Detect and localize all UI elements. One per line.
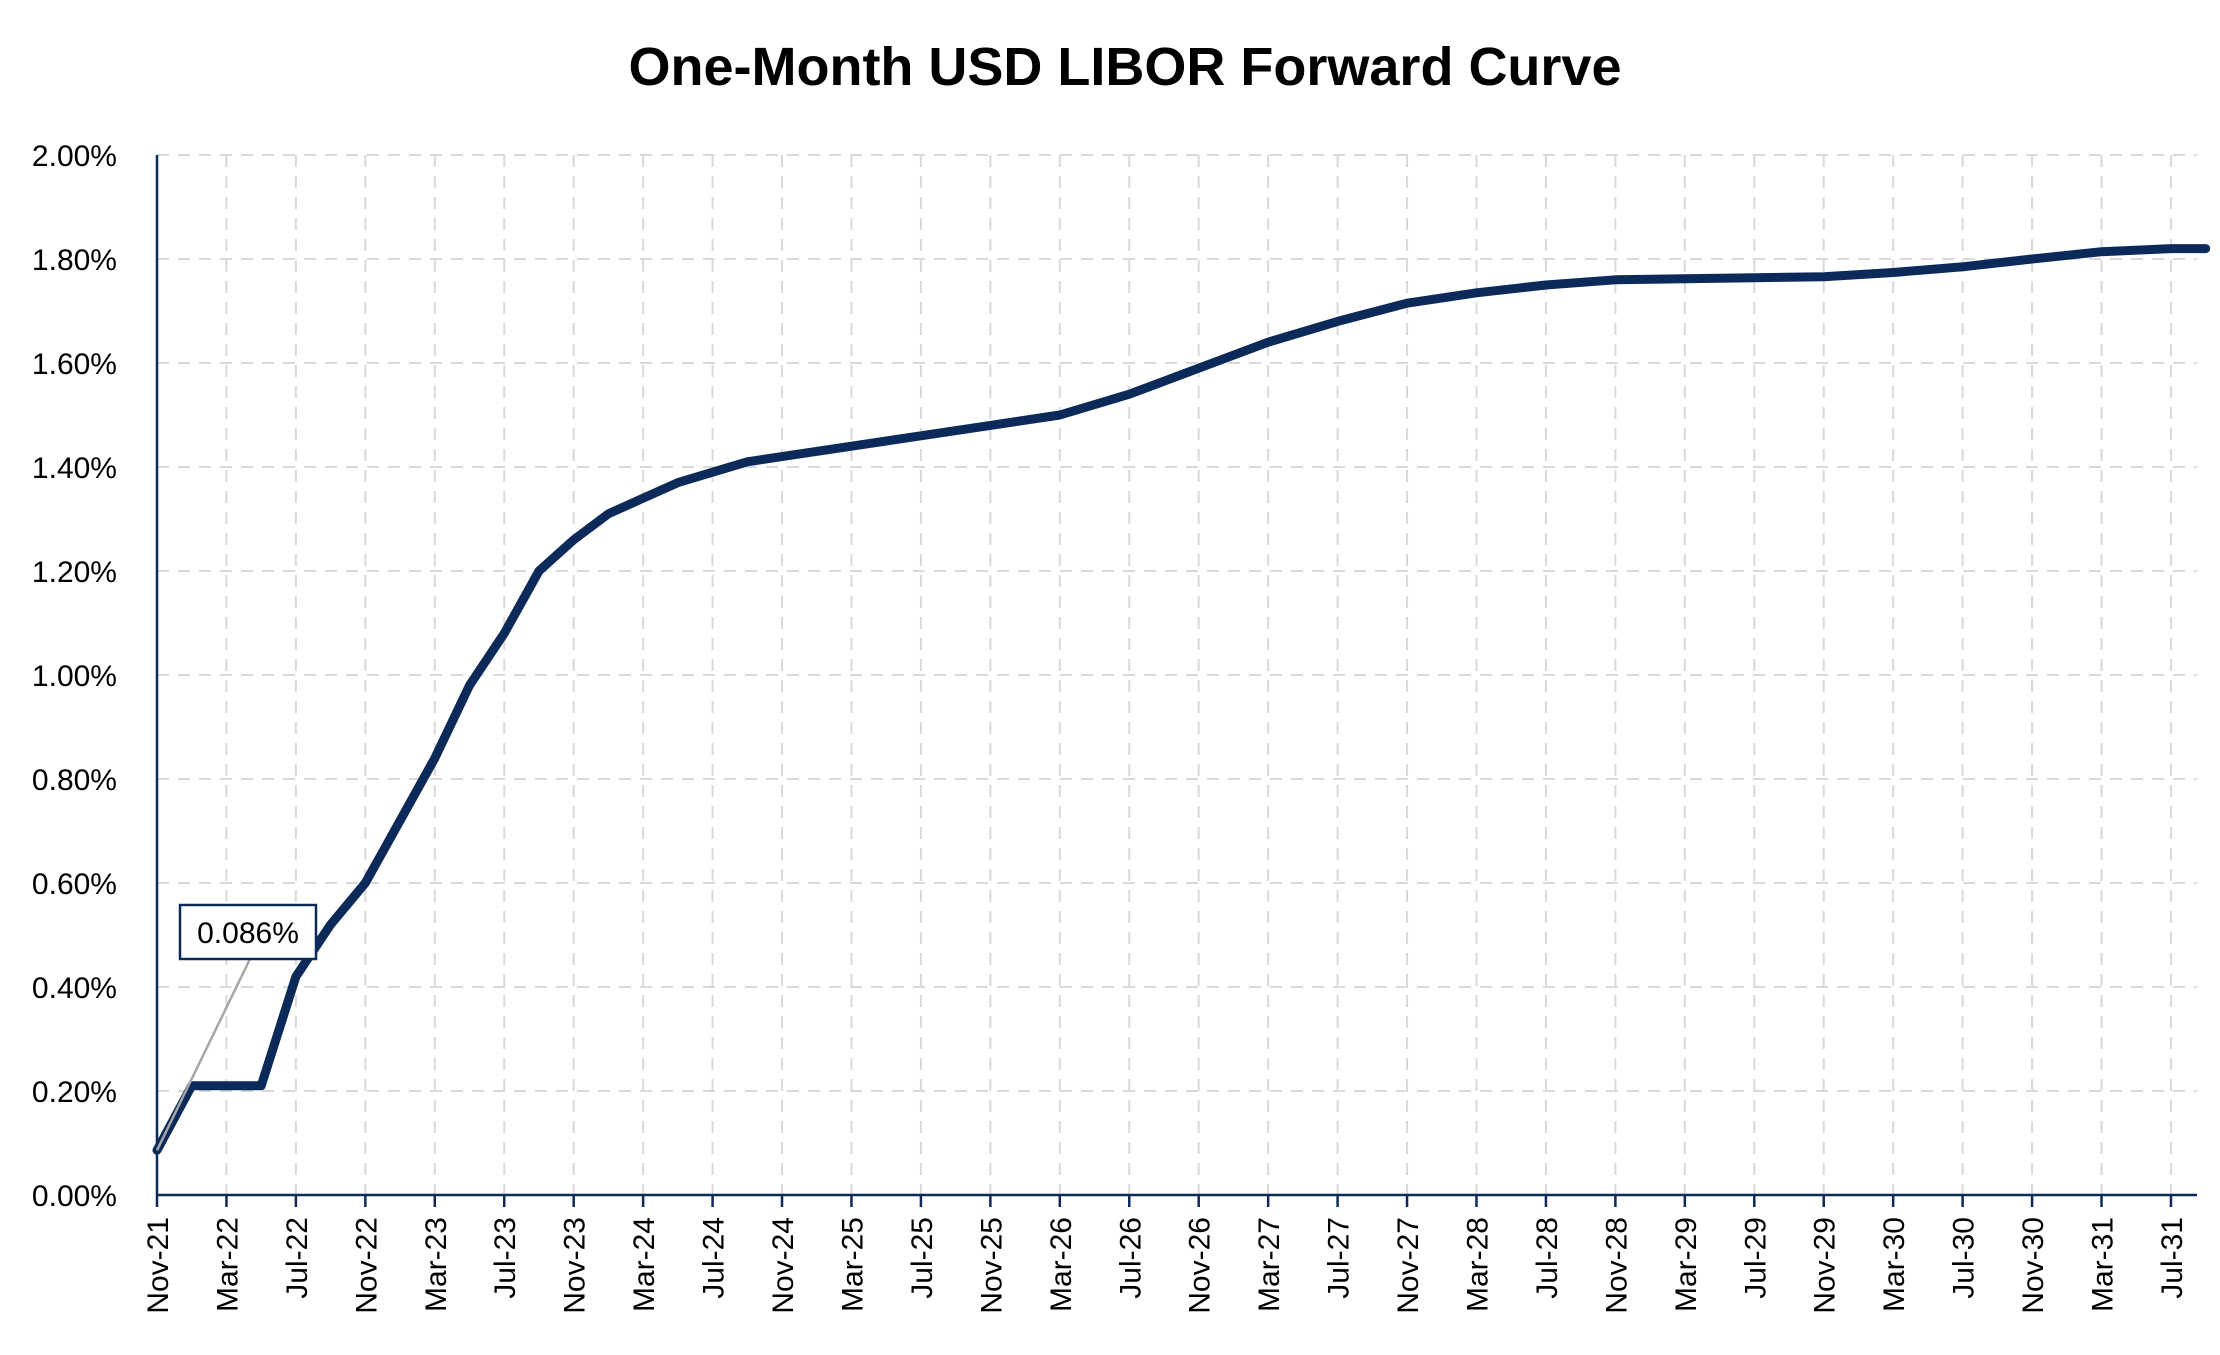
x-tick-label: Mar-25 [836,1217,869,1312]
x-tick-label: Jul-25 [906,1217,939,1299]
x-tick-label: Nov-29 [1809,1217,1842,1314]
annotation-layer: 0.086% [155,903,318,1151]
x-tick-label: Jul-31 [2156,1217,2189,1299]
x-tick-label: Nov-25 [975,1217,1008,1314]
y-tick-label: 0.40% [32,972,117,1005]
grid-lines [157,154,2197,1195]
y-tick-label: 1.40% [32,452,117,485]
x-tick-label: Jul-22 [281,1217,314,1299]
x-tick-label: Nov-21 [142,1217,175,1314]
y-tick-label: 1.20% [32,556,117,589]
x-tick-label: Jul-30 [1948,1217,1981,1299]
x-tick-label: Nov-23 [559,1217,592,1314]
data-label-box [178,903,318,961]
x-axis-tick-labels: Nov-21 Mar-22 Jul-22 Nov-22 Mar-23 Jul-23 Nov-… [142,1217,2189,1314]
y-tick-label: 1.80% [32,244,117,277]
x-tick-label: Mar-24 [628,1217,661,1312]
x-tick-label: Nov-26 [1184,1217,1217,1314]
x-tick-label: Nov-24 [767,1217,800,1314]
x-tick-label: Jul-23 [489,1217,522,1299]
x-tick-label: Mar-29 [1670,1217,1703,1312]
x-tick-label: Mar-28 [1461,1217,1494,1312]
series-layer [152,244,2211,1155]
x-tick-label: Nov-30 [2017,1217,2050,1314]
x-tick-label: Jul-26 [1114,1217,1147,1299]
x-tick-label: Jul-24 [698,1217,731,1299]
x-tick-label: Nov-28 [1600,1217,1633,1314]
data-label: 0.086% [197,917,299,950]
x-tick-label: Mar-30 [1878,1217,1911,1312]
series-line [152,244,2211,1155]
x-tick-label: Mar-23 [420,1217,453,1312]
x-tick-label: Mar-22 [211,1217,244,1312]
x-tick-label: Mar-31 [2087,1217,2120,1312]
data-label-leader-line [155,958,252,1151]
x-tick-label: Jul-29 [1739,1217,1772,1299]
y-tick-label: 2.00% [32,140,117,173]
y-tick-label: 0.00% [32,1180,117,1213]
y-tick-label: 1.00% [32,660,117,693]
x-tick-label: Jul-27 [1323,1217,1356,1299]
y-tick-label: 0.80% [32,764,117,797]
axes [155,155,2197,1207]
y-tick-label: 1.60% [32,348,117,381]
x-tick-label: Nov-27 [1392,1217,1425,1314]
chart-title: One-Month USD LIBOR Forward Curve [628,37,1621,97]
x-tick-label: Mar-26 [1045,1217,1078,1312]
y-axis-tick-labels: 0.00% 0.20% 0.40% 0.60% 0.80% 1.00% 1.20% 1.40%… [32,140,117,1213]
x-tick-label: Mar-27 [1253,1217,1286,1312]
y-tick-label: 0.20% [32,1076,117,1109]
x-tick-label: Jul-28 [1531,1217,1564,1299]
y-tick-label: 0.60% [32,868,117,901]
x-tick-label: Nov-22 [350,1217,383,1314]
